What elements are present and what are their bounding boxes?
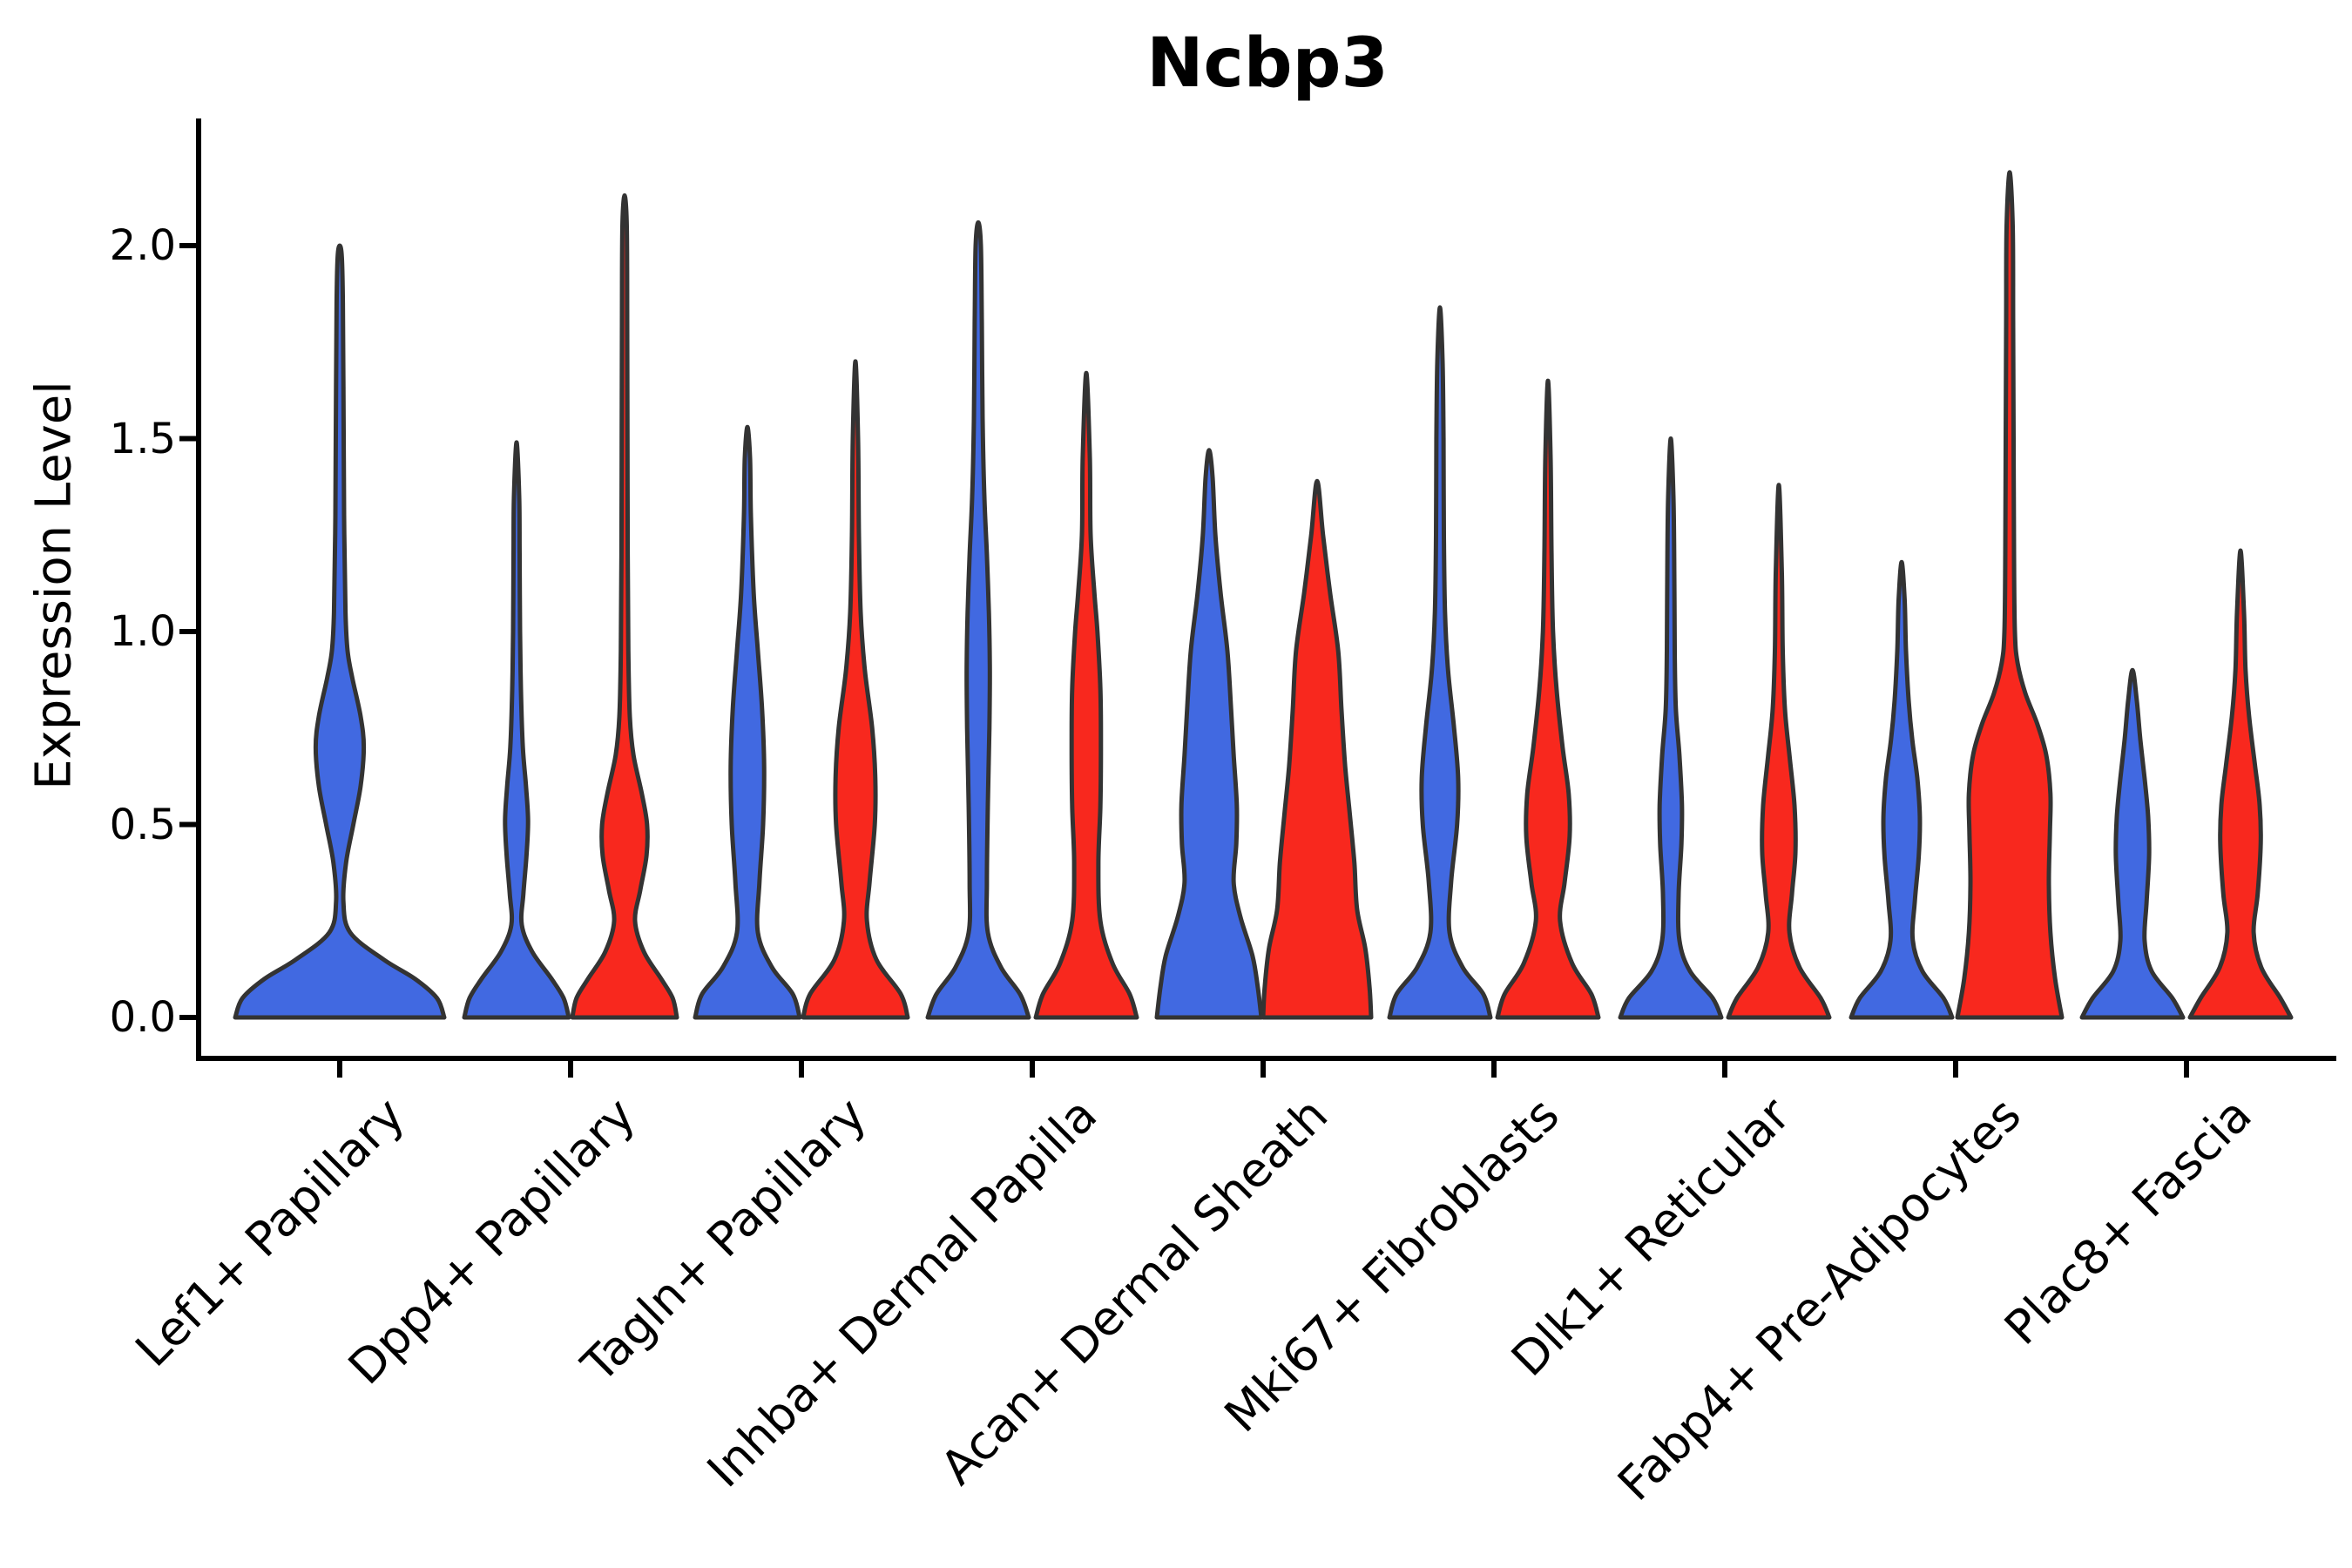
violin-red-acan-dermal-sheath <box>1260 478 1374 1020</box>
violin-red-dpp4-papillary <box>570 193 679 1020</box>
violin-blue-dlk1-reticular <box>1618 436 1724 1020</box>
violin-blue-plac8-fascia <box>2079 667 2186 1020</box>
violin-red-fabp4-pre-adipocytes <box>1955 170 2065 1020</box>
violin-red-mki67-fibroblasts <box>1495 378 1601 1020</box>
violin-blue-inhba-dermal-papilla <box>925 220 1031 1020</box>
y-tick-label: 0.0 <box>109 993 176 1042</box>
violin-blue-dpp4-papillary <box>462 440 571 1020</box>
y-tick-label: 1.5 <box>109 414 176 463</box>
violin-blue-acan-dermal-sheath <box>1154 448 1264 1020</box>
violin-red-plac8-fascia <box>2187 548 2294 1020</box>
violin-red-tagln-papillary <box>801 359 910 1020</box>
y-axis-title: Expression Level <box>25 381 83 790</box>
violin-red-dlk1-reticular <box>1726 483 1832 1020</box>
violin-blue-mki67-fibroblasts <box>1387 305 1493 1020</box>
y-tick-label: 0.5 <box>109 800 176 849</box>
violin-blue-lef1-papillary <box>233 243 447 1020</box>
chart-title: Ncbp3 <box>1146 24 1389 103</box>
violin-red-inhba-dermal-papilla <box>1033 370 1139 1020</box>
violin-blue-fabp4-pre-adipocytes <box>1848 559 1955 1020</box>
y-tick-label: 2.0 <box>109 221 176 270</box>
violin-blue-tagln-papillary <box>693 424 802 1020</box>
y-tick-label: 1.0 <box>109 607 176 656</box>
